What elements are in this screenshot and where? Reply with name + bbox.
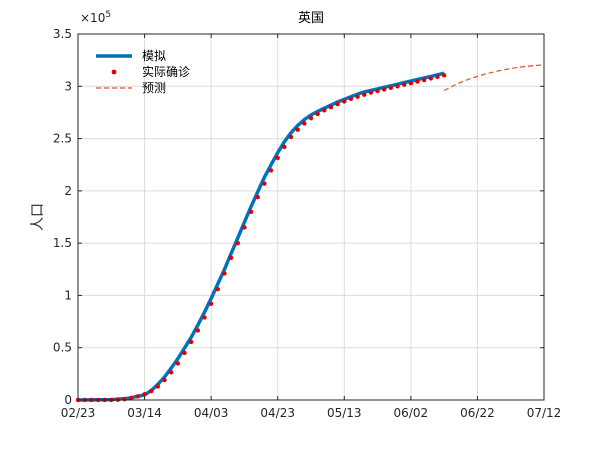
x-tick-label: 04/23 [260, 406, 295, 420]
data-point [295, 127, 300, 132]
series-layer [75, 64, 545, 403]
legend-label: 模拟 [142, 49, 166, 63]
data-point [415, 79, 420, 84]
data-point [322, 108, 327, 113]
data-point [275, 155, 280, 161]
data-point [242, 225, 247, 230]
forecast-line [443, 64, 545, 92]
data-point [149, 388, 154, 394]
data-point [435, 74, 440, 80]
data-point [362, 92, 367, 97]
tick-layer: 02/23 03/14 04/03 04/23 05/13 06/02 06/22 07/12… [53, 27, 561, 420]
x-tick-label: 07/12 [527, 406, 562, 420]
data-point [388, 85, 394, 91]
y-tick-label: 1.5 [53, 236, 72, 250]
data-point [421, 77, 427, 83]
data-point [228, 255, 234, 260]
x-tick-label: 06/22 [460, 406, 495, 420]
y-tick-label: 2 [64, 184, 72, 198]
data-point [342, 99, 347, 104]
y-tick-label: 1 [64, 288, 72, 302]
data-point [182, 350, 187, 356]
data-point [129, 395, 134, 401]
data-point [262, 181, 267, 186]
data-point [235, 240, 240, 246]
data-point [162, 377, 167, 383]
data-point [348, 96, 354, 102]
legend-label: 预测 [142, 81, 166, 95]
x-tick-label: 06/02 [394, 406, 429, 420]
data-point [202, 315, 207, 320]
y-tick-label: 0 [64, 393, 72, 407]
data-point [155, 384, 161, 389]
y-tick-label: 3.5 [53, 27, 72, 41]
y-axis-multiplier: ×105 [80, 10, 111, 25]
y-multiplier-exp: 5 [105, 10, 111, 20]
data-point [428, 76, 434, 81]
data-point [208, 301, 214, 306]
data-point [282, 144, 287, 150]
y-tick-label: 0.5 [53, 341, 72, 355]
data-point [335, 101, 340, 107]
data-point [288, 134, 294, 140]
chart-title: 英国 [298, 11, 324, 26]
y-tick-label: 2.5 [53, 132, 72, 146]
data-point [175, 361, 181, 366]
y-tick-label: 3 [64, 79, 72, 93]
data-point [368, 90, 374, 95]
data-point [248, 209, 254, 214]
plot-frame [77, 33, 545, 401]
legend-label: 实际确诊 [142, 64, 190, 79]
data-point [215, 286, 220, 292]
data-point [395, 84, 400, 89]
data-point [135, 394, 141, 399]
data-point [441, 73, 447, 78]
data-point [315, 111, 320, 117]
y-multiplier-base: ×10 [80, 11, 105, 25]
data-point [255, 194, 260, 200]
x-tick-label: 04/03 [194, 406, 229, 420]
data-point [408, 80, 414, 86]
data-point [308, 115, 314, 121]
data-point [328, 105, 334, 110]
data-point [302, 121, 307, 126]
y-axis-label: 人口 [30, 203, 46, 231]
data-point [382, 87, 387, 92]
data-point [142, 392, 147, 397]
data-point [122, 396, 127, 402]
grid [77, 33, 545, 401]
data-point [188, 339, 194, 345]
data-point [195, 328, 201, 333]
x-tick-label: 02/23 [61, 406, 96, 420]
data-point [169, 370, 174, 375]
legend-marker-dots [111, 69, 117, 75]
data-point [222, 271, 227, 276]
data-point [355, 94, 360, 99]
x-tick-label: 05/13 [327, 406, 362, 420]
data-point [402, 82, 407, 87]
data-point [268, 168, 274, 173]
x-tick-label: 03/14 [127, 406, 162, 420]
data-point [375, 88, 380, 94]
